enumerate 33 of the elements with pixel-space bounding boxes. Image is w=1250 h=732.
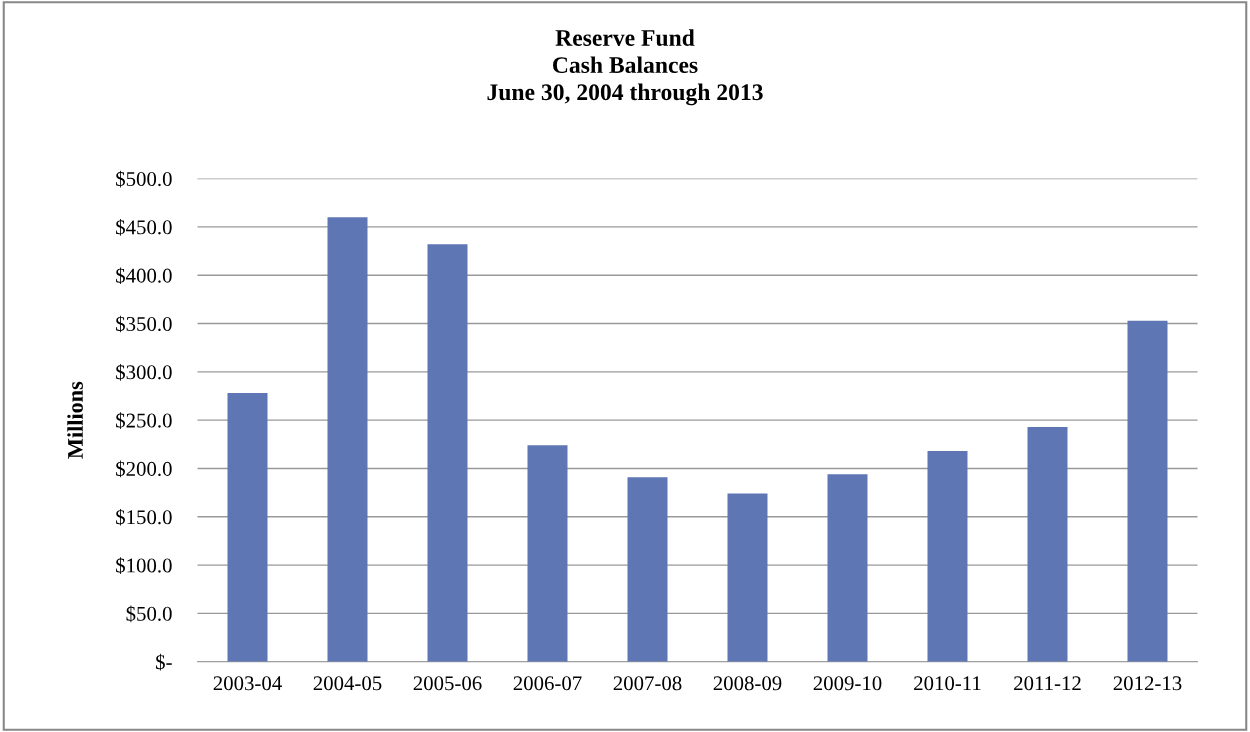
y-tick-label: $- — [156, 653, 172, 671]
bar — [427, 244, 468, 662]
y-tick-label: $100.0 — [116, 557, 172, 574]
bar — [1027, 426, 1068, 662]
y-tick-label: $450.0 — [116, 219, 172, 236]
x-tick-label: 2007-08 — [613, 676, 682, 691]
x-tick-label: 2010-11 — [914, 676, 981, 691]
bar — [627, 477, 668, 662]
y-tick-label: $250.0 — [116, 412, 172, 429]
y-tick-label: $400.0 — [116, 267, 172, 285]
x-tick-label: 2008-09 — [713, 676, 782, 691]
y-tick-label: $150.0 — [116, 508, 172, 526]
x-tick-label: 2003-04 — [213, 676, 282, 691]
bar — [1127, 320, 1168, 662]
x-tick-label: 2012-13 — [1113, 676, 1182, 691]
bar — [227, 393, 268, 662]
y-axis-title: Millions — [67, 381, 83, 459]
y-tick-label: $350.0 — [116, 315, 172, 333]
bar — [727, 493, 768, 662]
y-tick-label: $200.0 — [116, 460, 172, 478]
y-tick-label: $50.0 — [126, 605, 172, 623]
x-tick-label: 2004-05 — [313, 676, 382, 691]
bar — [327, 217, 368, 662]
y-tick-label: $500.0 — [116, 170, 172, 188]
chart-title: Reserve Fund Cash Balances June 30, 2004 through 2013 — [487, 29, 763, 106]
bar — [927, 451, 968, 662]
y-tick-label: $300.0 — [116, 364, 172, 381]
x-tick-label: 2005-06 — [413, 676, 482, 691]
bar — [527, 445, 568, 662]
x-tick-label: 2006-07 — [513, 676, 582, 691]
x-tick-label: 2009-10 — [813, 676, 882, 691]
x-tick-label: 2011-12 — [1014, 676, 1081, 691]
bar — [827, 474, 868, 662]
